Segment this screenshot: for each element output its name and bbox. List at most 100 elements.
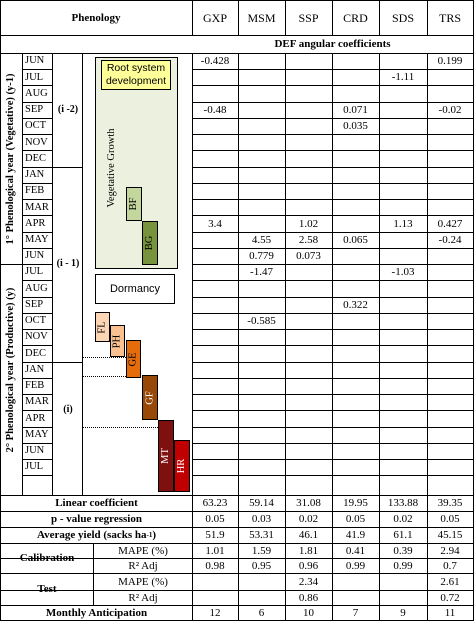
data-col-line xyxy=(285,53,286,496)
data-row-line xyxy=(192,248,474,249)
month-line xyxy=(22,345,53,346)
test-label: Test xyxy=(37,583,57,595)
average-yield-value: 41.9 xyxy=(345,529,366,541)
data-col-line xyxy=(427,53,428,496)
data-row-line xyxy=(192,443,474,444)
calibration-mape-value: 0.39 xyxy=(393,544,413,557)
coefficient-cell: 1.13 xyxy=(393,217,413,230)
data-row-line xyxy=(192,102,474,103)
data-row-line xyxy=(192,69,474,70)
calibration-r2-value: 0.99 xyxy=(393,559,413,572)
month-line xyxy=(22,394,53,395)
calibration-mape-value: 1.59 xyxy=(251,544,272,557)
vegetative-growth-panel xyxy=(95,57,178,269)
yield-label-sup: -1 xyxy=(146,531,153,539)
calibration-mape-value: 1.01 xyxy=(205,544,225,557)
column-header-sds: SDS xyxy=(391,11,414,25)
month-line xyxy=(22,329,53,330)
month-label: JUL xyxy=(25,461,44,473)
coefficient-cell: -0.428 xyxy=(200,55,230,68)
average-yield-value: 51.9 xyxy=(205,529,225,541)
month-label: MAR xyxy=(25,201,49,213)
dotted-guide xyxy=(82,376,126,377)
monthly-anticipation-value: 6 xyxy=(258,606,265,619)
summary-line xyxy=(0,573,474,574)
month-line xyxy=(22,459,53,460)
linear-coefficient-value: 63.23 xyxy=(202,497,228,509)
month-line xyxy=(22,85,53,86)
month-line xyxy=(22,362,53,363)
coefficient-cell: 0.322 xyxy=(343,298,368,311)
column-header-trs: TRS xyxy=(438,11,461,25)
data-row-line xyxy=(192,134,474,135)
column-header-crd: CRD xyxy=(343,11,368,25)
average-yield-value: 46.1 xyxy=(298,529,319,541)
coefficient-cell: 0.779 xyxy=(249,249,274,262)
data-row-line xyxy=(192,329,474,330)
data-col-line xyxy=(238,53,239,496)
period-label-i1: (i - 1) xyxy=(56,257,80,269)
month-label: DEC xyxy=(25,347,46,359)
month-label: JAN xyxy=(25,363,45,375)
data-row-line xyxy=(192,232,474,233)
period-line xyxy=(52,362,83,363)
ge-stage-label: GE xyxy=(127,352,139,366)
dotted-guide xyxy=(82,427,158,428)
summary-line xyxy=(0,605,474,606)
def-title: DEF angular coefficients xyxy=(274,38,391,50)
monthly-anticipation-label: Monthly Anticipation xyxy=(45,606,148,619)
sub-row-line xyxy=(93,558,193,559)
month-label: JAN xyxy=(25,169,45,181)
data-row-line xyxy=(192,378,474,379)
month-label: JUN xyxy=(25,445,45,457)
month-label: OCT xyxy=(25,315,46,327)
month-label: FEB xyxy=(25,185,45,197)
month-line xyxy=(22,118,53,119)
test-r2-label: R² Adj xyxy=(128,591,158,604)
calibration-r2-value: 0.7 xyxy=(443,559,457,572)
summary-col-line xyxy=(332,495,333,621)
average-yield-value: 45.15 xyxy=(437,529,463,541)
coefficient-cell: 3.4 xyxy=(208,217,222,230)
yield-label-close: ) xyxy=(152,529,156,541)
month-line xyxy=(22,183,53,184)
p-value-value: 0.02 xyxy=(393,513,413,525)
top-border xyxy=(0,0,474,1)
data-row-line xyxy=(192,199,474,200)
bg-stage-label: BG xyxy=(143,235,155,251)
month-label: AUG xyxy=(25,87,48,99)
month-line xyxy=(22,199,53,200)
summary-col-line xyxy=(427,495,428,621)
period-line xyxy=(52,167,83,168)
linear-coefficient-value: 31.08 xyxy=(296,497,321,509)
data-row-line xyxy=(192,313,474,314)
data-col-line xyxy=(192,53,193,496)
header-col-line xyxy=(427,0,428,36)
month-label: MAR xyxy=(25,396,49,408)
data-row-line xyxy=(192,150,474,151)
calibration-mape-value: 2.94 xyxy=(440,544,460,557)
yield-label-text: Average yield (sacks ha xyxy=(37,529,147,541)
coefficient-cell: 0.035 xyxy=(343,120,368,133)
summary-line xyxy=(0,527,474,528)
month-line xyxy=(22,443,53,444)
coefficient-cell: 1.02 xyxy=(298,217,319,230)
mt-stage-label: MT xyxy=(159,448,171,464)
column-header-msm: MSM xyxy=(247,11,276,25)
summary-col-line xyxy=(238,495,239,621)
month-line xyxy=(22,53,53,54)
header-bottom xyxy=(0,53,193,54)
data-row-line xyxy=(192,410,474,411)
month-label: SEP xyxy=(25,298,44,310)
linear-coefficient-value: 59.14 xyxy=(249,497,274,509)
calibration-r2-label: R² Adj xyxy=(128,559,158,572)
coefficient-cell: -1.03 xyxy=(391,266,415,279)
data-row-line xyxy=(192,394,474,395)
year-label-productive: 2° Phenological year (Productive) (y) xyxy=(4,287,16,453)
p-value-value: 0.05 xyxy=(205,513,225,525)
month-label: NOV xyxy=(25,331,48,343)
month-label: APR xyxy=(25,412,46,424)
linear-coefficient-value: 39.35 xyxy=(437,497,463,509)
linear-coefficient-value: 19.95 xyxy=(343,497,368,509)
